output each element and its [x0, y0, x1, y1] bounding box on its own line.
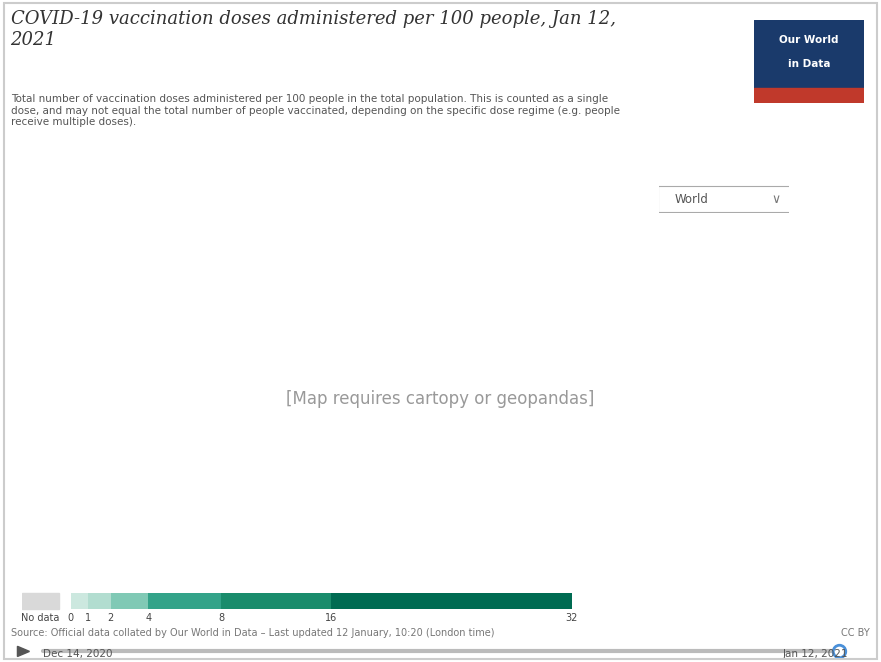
Bar — [148, 593, 221, 609]
Text: 16: 16 — [325, 613, 337, 623]
Bar — [88, 593, 111, 609]
Bar — [754, 88, 864, 103]
Text: Source: Official data collated by Our World in Data – Last updated 12 January, 1: Source: Official data collated by Our Wo… — [11, 628, 494, 638]
Bar — [111, 593, 148, 609]
Text: Jan 12, 2021: Jan 12, 2021 — [782, 649, 848, 659]
Text: 8: 8 — [218, 613, 224, 623]
Text: Our World: Our World — [780, 34, 839, 45]
Bar — [22, 593, 59, 609]
Text: Dec 14, 2020: Dec 14, 2020 — [43, 649, 113, 659]
Bar — [70, 593, 88, 609]
Bar — [221, 593, 331, 609]
Text: CC BY: CC BY — [840, 628, 870, 638]
Text: COVID-19 vaccination doses administered per 100 people, Jan 12,
2021: COVID-19 vaccination doses administered … — [11, 10, 616, 49]
Polygon shape — [18, 646, 29, 657]
Text: 32: 32 — [566, 613, 578, 623]
Text: in Data: in Data — [788, 59, 831, 69]
Text: [Map requires cartopy or geopandas]: [Map requires cartopy or geopandas] — [286, 390, 595, 408]
Text: World: World — [675, 193, 708, 206]
Text: 1: 1 — [85, 613, 92, 623]
Bar — [754, 20, 864, 88]
Bar — [331, 593, 572, 609]
FancyBboxPatch shape — [658, 186, 790, 213]
Text: 2: 2 — [107, 613, 114, 623]
Text: Total number of vaccination doses administered per 100 people in the total popul: Total number of vaccination doses admini… — [11, 94, 619, 127]
Text: 0: 0 — [68, 613, 74, 623]
Text: No data: No data — [21, 613, 60, 623]
Text: 4: 4 — [145, 613, 152, 623]
Text: ∨: ∨ — [772, 193, 781, 206]
